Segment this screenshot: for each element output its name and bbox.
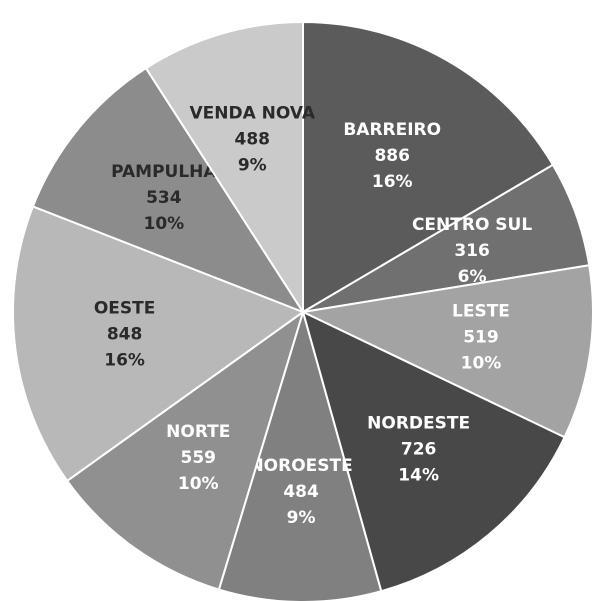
pie-slice [217, 308, 383, 601]
slice-percent: 6% [458, 267, 487, 287]
slice-percent: 10% [178, 474, 219, 494]
pie-slice [302, 20, 555, 314]
slice-value: 316 [454, 241, 490, 261]
slice-label: VENDA NOVA [189, 104, 315, 124]
pie-slice [144, 20, 304, 316]
slice-label: BARREIRO [343, 120, 441, 140]
slice-value: 484 [283, 482, 319, 502]
slice-value: 848 [107, 324, 143, 344]
slice-value: 559 [181, 448, 217, 468]
slice-label: LESTE [452, 302, 510, 322]
pie-slice [12, 205, 306, 483]
slice-value: 886 [374, 146, 410, 166]
slice-label: PAMPULHA [111, 162, 217, 182]
pie-slice [301, 310, 566, 593]
slice-value: 726 [401, 440, 437, 460]
slice-percent: 10% [143, 214, 184, 234]
slice-percent: 9% [238, 156, 267, 176]
slice-label: NORTE [166, 422, 230, 442]
slice-percent: 16% [104, 350, 145, 370]
slice-percent: 16% [372, 172, 413, 192]
slice-value: 519 [463, 328, 499, 348]
slice-percent: 9% [287, 508, 316, 528]
pie-slice [65, 309, 305, 591]
slice-label: OESTE [94, 298, 156, 318]
slice-label: CENTRO SUL [412, 215, 532, 235]
pie-slice [31, 66, 306, 315]
slice-value: 534 [146, 188, 182, 208]
pie-slice [299, 264, 594, 439]
slice-label: NORDESTE [367, 414, 470, 434]
slice-value: 488 [235, 130, 271, 150]
slice-percent: 14% [398, 466, 439, 486]
slice-percent: 10% [461, 354, 502, 374]
slice-label: NOROESTE [249, 456, 352, 476]
